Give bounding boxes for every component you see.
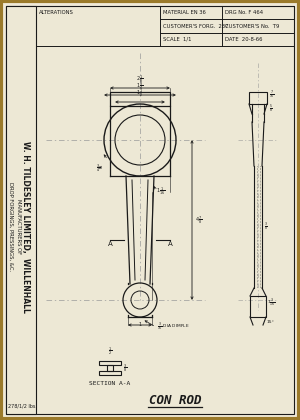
Text: $\frac{3}{8}$: $\frac{3}{8}$: [264, 221, 268, 233]
Text: $\frac{5}{8}$: $\frac{5}{8}$: [269, 103, 273, 115]
Text: DRG No. F 464: DRG No. F 464: [225, 10, 263, 15]
Text: W. H. TILDESLEY LIMITED,  WILLENHALL: W. H. TILDESLEY LIMITED, WILLENHALL: [20, 141, 29, 313]
Text: $\frac{3}{8}$: $\frac{3}{8}$: [123, 362, 127, 374]
Text: CUSTOMER'S FORG.  237: CUSTOMER'S FORG. 237: [163, 24, 229, 29]
Text: $\frac{3}{4}$ø: $\frac{3}{4}$ø: [96, 162, 104, 173]
Text: 1$\frac{1}{2}$: 1$\frac{1}{2}$: [136, 87, 144, 99]
Text: 1$\frac{1}{16}$: 1$\frac{1}{16}$: [156, 185, 165, 197]
Text: ALTERATIONS: ALTERATIONS: [39, 10, 74, 15]
Text: 4$\frac{7}{8}$: 4$\frac{7}{8}$: [195, 214, 202, 226]
Bar: [107, 365, 113, 371]
Text: SCALE  1/1: SCALE 1/1: [163, 37, 191, 42]
Text: CON ROD: CON ROD: [149, 394, 201, 407]
Text: 1: 1: [138, 322, 142, 327]
Text: A: A: [108, 241, 112, 247]
Text: MATERIAL EN 36: MATERIAL EN 36: [163, 10, 206, 15]
Text: 1$\frac{3}{16}$: 1$\frac{3}{16}$: [267, 297, 276, 309]
Text: CUSTOMER'S No.  T9: CUSTOMER'S No. T9: [225, 24, 279, 29]
Bar: [99, 361, 121, 365]
Text: $\frac{7}{16}$: $\frac{7}{16}$: [269, 89, 275, 101]
Text: $\frac{3}{16}$ DIA DIMPLE: $\frac{3}{16}$ DIA DIMPLE: [157, 321, 190, 333]
Bar: [110, 92, 170, 106]
Text: 1$\frac{3}{4}$: 1$\frac{3}{4}$: [136, 81, 144, 92]
Text: SECTION A-A: SECTION A-A: [89, 381, 130, 386]
Text: DATE  20-8-66: DATE 20-8-66: [225, 37, 262, 42]
Text: 278/1/2 lbs.: 278/1/2 lbs.: [8, 403, 37, 408]
Text: A: A: [168, 241, 172, 247]
Bar: [249, 92, 267, 104]
Text: DROP FORGINGS, PRESSINGS, &C.: DROP FORGINGS, PRESSINGS, &C.: [8, 182, 14, 272]
Bar: [6, 6, 36, 414]
Bar: [250, 296, 266, 317]
Text: $\frac{1}{2}$: $\frac{1}{2}$: [108, 346, 112, 357]
Text: MANUFACTURERS OF: MANUFACTURERS OF: [16, 200, 20, 255]
Bar: [99, 371, 121, 375]
Text: 15°: 15°: [267, 320, 275, 324]
Text: 2$\frac{1}{8}$: 2$\frac{1}{8}$: [136, 74, 144, 85]
